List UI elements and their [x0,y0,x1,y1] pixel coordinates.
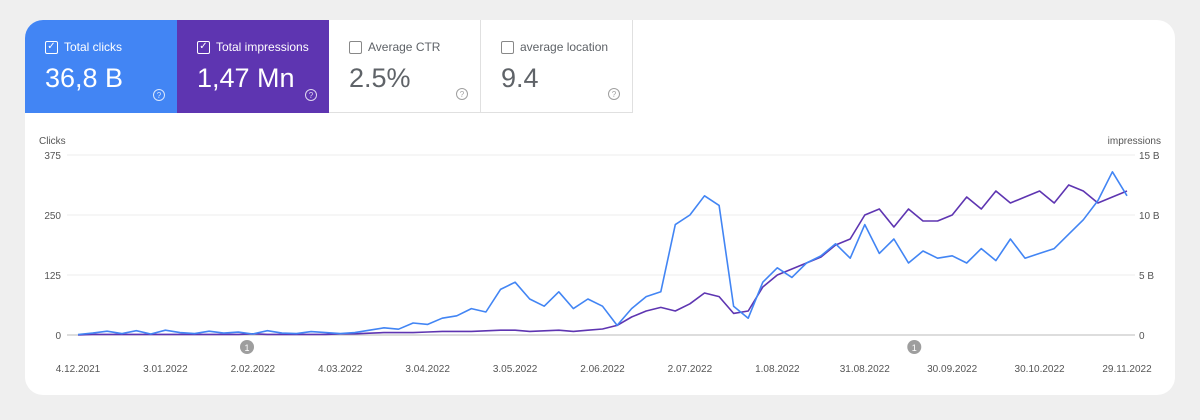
annotation-circle[interactable] [240,340,255,354]
annotation-label: 1 [244,343,249,353]
x-tick-label: 3.05.2022 [493,364,538,375]
annotation-label: 1 [912,343,917,353]
right-tick-label: 10 B [1139,211,1160,222]
metric-value: 2.5% [349,63,411,93]
left-tick-label: 250 [44,211,61,222]
x-tick-label: 3.01.2022 [143,364,188,375]
x-tick-label: 4.12.2021 [56,364,101,375]
left-tick-label: 0 [55,331,61,342]
x-tick-label: 30.09.2022 [927,364,977,375]
annotation-marker[interactable]: 1 [907,340,922,354]
right-axis-title: impressions [1108,136,1161,147]
left-tick-label: 125 [44,271,61,282]
metric-label: Total clicks [64,40,123,54]
clicks-line [77,171,1128,336]
x-tick-label: 29.11.2022 [1102,364,1152,375]
checkbox-checked-icon[interactable]: ✓ [45,40,58,54]
help-icon[interactable]: ? [153,89,165,101]
checkbox-unchecked-icon[interactable] [501,40,514,54]
help-icon[interactable]: ? [456,88,468,100]
metric-value: 9.4 [501,63,539,93]
metric-label: average location [520,40,609,54]
annotation-marker[interactable]: 1 [240,340,255,354]
x-tick-label: 2.06.2022 [580,364,625,375]
metric-total-clicks[interactable]: ✓ Total clicks 36,8 B ? [25,20,177,113]
metric-label: Average CTR [368,40,441,54]
metric-value: 36,8 B [45,63,124,93]
right-tick-label: 0 [1139,331,1145,342]
metric-average-ctr[interactable]: Average CTR 2.5% ? [329,20,481,113]
x-tick-label: 30.10.2022 [1015,364,1065,375]
x-tick-label: 1.08.2022 [755,364,800,375]
metric-total-impressions[interactable]: ✓ Total impressions 1,47 Mn ? [177,20,329,113]
x-tick-label: 31.08.2022 [840,364,890,375]
left-axis-title: Clicks [39,136,66,147]
metric-tiles: ✓ Total clicks 36,8 B ? ✓ Total impression… [25,20,633,113]
left-tick-label: 375 [44,151,61,162]
x-tick-label: 2.07.2022 [668,364,713,375]
x-tick-label: 3.04.2022 [405,364,450,375]
metric-average-location[interactable]: average location 9.4 ? [481,20,633,113]
help-icon[interactable]: ? [305,89,317,101]
performance-card: ✓ Total clicks 36,8 B ? ✓ Total impression… [25,20,1175,395]
right-tick-label: 5 B [1139,271,1154,282]
annotation-circle[interactable] [907,340,922,354]
x-tick-label: 4.03.2022 [318,364,363,375]
help-icon[interactable]: ? [608,88,620,100]
checkbox-checked-icon[interactable]: ✓ [197,40,210,54]
checkbox-unchecked-icon[interactable] [349,40,362,54]
metric-label: Total impressions [216,40,309,54]
performance-chart: Clicks impressions 0 0 125 5 B 250 10 B 375 15 … [39,136,1161,375]
x-tick-label: 2.02.2022 [231,364,276,375]
metric-value: 1,47 Mn [197,63,295,93]
right-tick-label: 15 B [1139,151,1160,162]
